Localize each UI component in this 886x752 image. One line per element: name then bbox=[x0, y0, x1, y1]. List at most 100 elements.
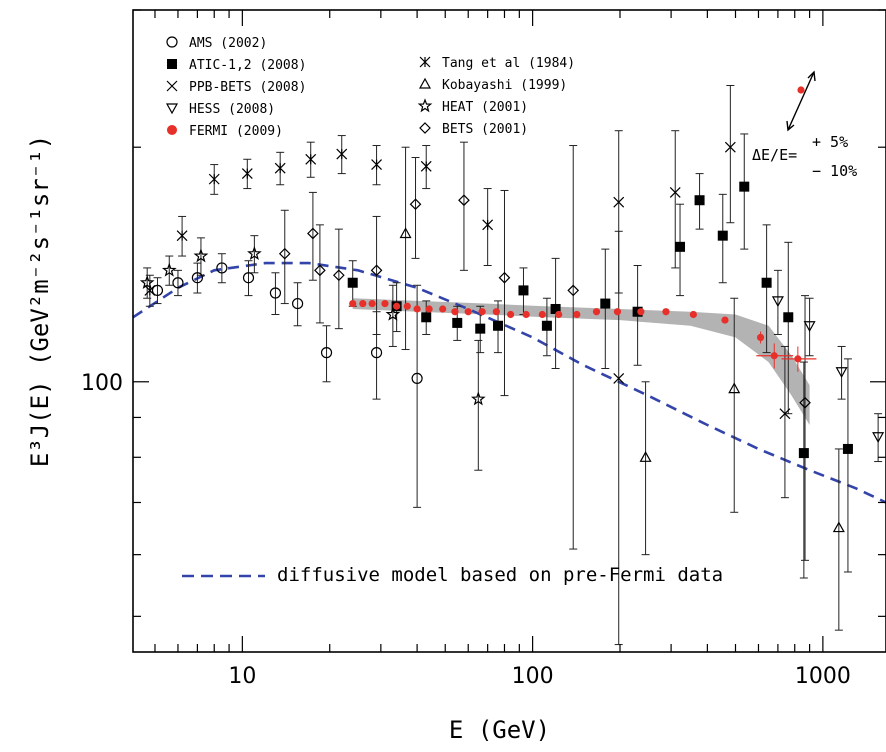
data-point-red-dot bbox=[573, 310, 581, 319]
data-point-asterisk bbox=[274, 162, 286, 174]
model-curve-layer bbox=[132, 261, 886, 504]
data-point-red-dot bbox=[368, 299, 376, 308]
data-point-red-dot bbox=[393, 302, 401, 310]
data-point-red-dot bbox=[507, 310, 515, 319]
data-point-asterisk bbox=[336, 148, 348, 160]
legend-label: PPB-BETS (2008) bbox=[189, 80, 306, 95]
data-point-diamond bbox=[278, 247, 291, 260]
legend-label: FERMI (2009) bbox=[189, 124, 283, 139]
data-point-diamond bbox=[409, 198, 422, 211]
data-point-red-dot bbox=[451, 308, 459, 316]
data-point-triangle bbox=[728, 382, 741, 394]
y-axis-label: E³J(E) (GeV²m⁻²s⁻¹sr⁻¹) bbox=[26, 135, 54, 467]
data-point-star bbox=[161, 262, 177, 277]
data-point-red-dot bbox=[613, 308, 622, 316]
data-point-triangle bbox=[639, 451, 652, 462]
data-point-circle bbox=[151, 284, 164, 296]
data-point-asterisk bbox=[241, 168, 253, 180]
data-point-red-dot bbox=[721, 316, 729, 324]
data-point-red-dot bbox=[522, 310, 530, 319]
data-point-circle bbox=[320, 347, 333, 359]
data-point-star bbox=[139, 274, 155, 290]
data-point-down-triangle bbox=[803, 321, 816, 333]
data-point-filled-square bbox=[694, 195, 705, 206]
x-tick-label: 100 bbox=[512, 664, 554, 689]
data-point-red-dot bbox=[770, 352, 778, 360]
legend-marker-triangle bbox=[418, 77, 432, 89]
data-point-diamond bbox=[458, 194, 470, 207]
data-point-circle bbox=[269, 287, 282, 299]
data-point-filled-square bbox=[550, 303, 561, 314]
legend-label: Tang et al (1984) bbox=[442, 56, 575, 71]
legend-marker-star bbox=[417, 98, 433, 113]
data-point-filled-square bbox=[600, 298, 611, 309]
energy-scale-prefix: ΔE/E= bbox=[752, 146, 797, 164]
data-point-down-triangle bbox=[872, 432, 885, 444]
data-point-filled-square bbox=[842, 443, 853, 454]
data-point-diamond bbox=[333, 269, 345, 282]
energy-scale-arrow-line bbox=[787, 71, 815, 131]
data-point-red-dot bbox=[538, 310, 546, 319]
data-point-red-dot bbox=[756, 333, 765, 342]
legend-label: AMS (2002) bbox=[189, 36, 267, 51]
data-point-filled-square bbox=[347, 277, 358, 288]
data-point-circle bbox=[172, 277, 184, 289]
data-point-circle bbox=[191, 272, 203, 284]
data-point-filled-square bbox=[452, 317, 463, 328]
data-point-star bbox=[247, 245, 262, 261]
energy-scale-arrow-head-down bbox=[786, 120, 795, 132]
data-point-circle bbox=[370, 347, 383, 359]
data-point-cross bbox=[724, 141, 736, 153]
data-point-asterisk bbox=[305, 153, 317, 165]
legend-marker-cross bbox=[166, 80, 178, 92]
data-point-circle bbox=[411, 372, 423, 385]
data-point-triangle bbox=[399, 227, 412, 239]
data-point-red-dot bbox=[637, 308, 645, 316]
energy-scale-note: ΔE/E= + 5% − 10% bbox=[752, 70, 857, 180]
error-bar-layer bbox=[143, 85, 883, 646]
data-point-star bbox=[470, 391, 486, 406]
data-point-circle bbox=[292, 297, 304, 310]
legend-marker-asterisk bbox=[419, 56, 431, 68]
data-point-filled-square bbox=[739, 181, 750, 192]
data-point-cross bbox=[779, 408, 791, 420]
data-point-red-dot bbox=[464, 308, 472, 316]
data-point-diamond bbox=[799, 396, 811, 409]
data-point-asterisk bbox=[482, 219, 494, 231]
plot-frame bbox=[132, 9, 886, 653]
data-point-red-dot bbox=[689, 310, 697, 319]
energy-scale-arrow-head-up bbox=[807, 70, 816, 82]
data-point-cross bbox=[613, 196, 625, 208]
data-point-star bbox=[193, 248, 209, 263]
data-point-red-dot bbox=[413, 305, 421, 313]
data-point-filled-square bbox=[541, 320, 552, 331]
data-point-triangle bbox=[832, 521, 845, 533]
x-tick-label: 1000 bbox=[795, 664, 851, 689]
data-point-diamond bbox=[370, 264, 383, 277]
data-point-red-dot bbox=[662, 308, 670, 316]
data-point-asterisk bbox=[420, 160, 432, 172]
x-tick-label: 10 bbox=[228, 664, 256, 689]
data-point-red-dot bbox=[439, 305, 447, 313]
data-point-diamond bbox=[307, 227, 319, 240]
data-point-asterisk bbox=[176, 230, 188, 242]
data-point-filled-square bbox=[475, 323, 486, 334]
data-point-red-dot bbox=[478, 308, 486, 316]
data-point-diamond bbox=[498, 271, 511, 284]
legend-label: HESS (2008) bbox=[189, 102, 275, 117]
data-point-asterisk bbox=[371, 159, 382, 170]
data-point-filled-square bbox=[518, 285, 529, 296]
axes-layer: 10 100 1000 100 E (GeV) E³J(E) (GeV²m⁻²s⁻¹sr⁻… bbox=[26, 9, 886, 744]
data-point-filled-square bbox=[783, 312, 794, 323]
data-point-red-dot bbox=[381, 299, 389, 308]
fermi-layer bbox=[349, 299, 817, 372]
data-point-red-dot bbox=[425, 305, 433, 313]
data-point-circle bbox=[242, 272, 255, 284]
data-point-diamond bbox=[567, 284, 580, 297]
data-point-filled-square bbox=[675, 241, 686, 252]
legend-marker-circle bbox=[166, 36, 178, 48]
data-point-filled-square bbox=[493, 320, 504, 331]
data-point-red-dot bbox=[349, 299, 357, 308]
